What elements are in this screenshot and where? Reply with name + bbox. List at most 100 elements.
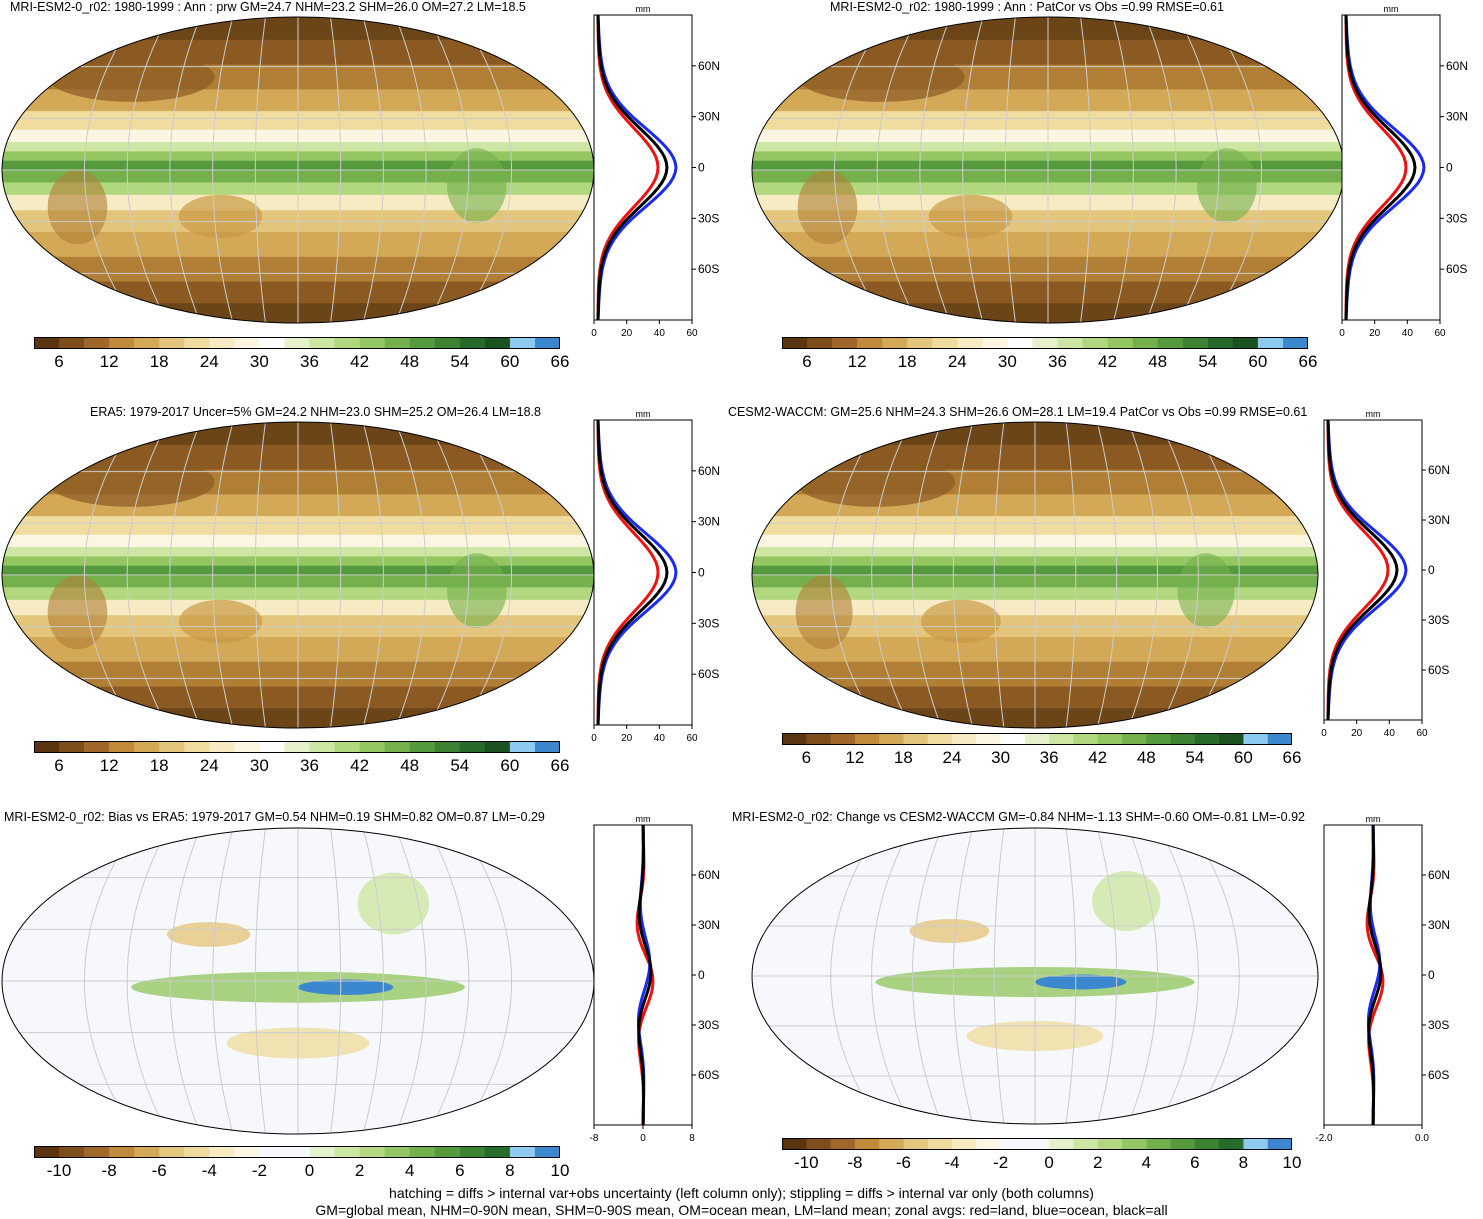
graticule-line	[84, 828, 137, 1134]
graticule-line	[911, 828, 943, 1124]
colorbar-swatch	[903, 1138, 929, 1150]
zonal-lat-label: 30N	[698, 918, 720, 932]
colorbar-tick-label: 30	[997, 352, 1017, 371]
zonal-x-label: 0	[640, 1133, 646, 1144]
colorbar-swatch	[159, 337, 185, 349]
zonal-unit-label: mm	[1366, 814, 1381, 824]
graticule-line	[212, 422, 234, 728]
graticule-line	[459, 17, 512, 323]
world-map	[1, 421, 595, 729]
colorbar-swatch	[1219, 733, 1244, 745]
land-region	[921, 599, 1001, 644]
graticule-line	[212, 828, 234, 1134]
graticule-line	[1065, 422, 1077, 728]
graticule-line	[1096, 422, 1118, 728]
zonal-x-label: 40	[654, 733, 666, 744]
colorbar-swatch	[34, 741, 60, 753]
graticule-line	[426, 17, 470, 323]
colorbar-swatch	[1082, 337, 1109, 349]
graticule-line	[1209, 17, 1262, 323]
colorbar-swatch	[932, 337, 958, 349]
land-region	[1177, 553, 1235, 628]
zonal-x-label: 8	[689, 1133, 695, 1144]
zonal-series-line	[1344, 14, 1417, 321]
colorbar-tick-label: 6	[54, 352, 64, 371]
zonal-lat-label: 30S	[698, 616, 719, 630]
colorbar-swatch	[309, 337, 336, 349]
land-region	[795, 457, 956, 507]
zonal-x-label: 40	[1402, 328, 1414, 339]
graticule-line	[912, 422, 943, 728]
colorbar-tick-label: 0	[1044, 1153, 1054, 1172]
zonal-lat-label: 60N	[698, 868, 720, 882]
graticule-line	[993, 828, 1005, 1124]
colorbar-swatch	[434, 1146, 461, 1158]
colorbar-tick-label: 66	[550, 756, 570, 775]
colorbar-swatch	[509, 1146, 536, 1158]
colorbar-swatch	[409, 337, 436, 349]
land-region	[47, 52, 215, 102]
zonal-lat-label: 30S	[698, 211, 719, 225]
colorbar-swatch	[1024, 733, 1050, 745]
panel-title: ERA5: 1979-2017 Uncer=5% GM=24.2 NHM=23.…	[90, 405, 541, 419]
graticule-line	[834, 17, 887, 323]
colorbar-tick-label: 30	[249, 352, 269, 371]
colorbar-swatch	[34, 337, 60, 349]
graticule-line	[394, 828, 427, 1134]
colorbar-frame	[34, 337, 560, 349]
colorbar-swatch	[359, 337, 386, 349]
zonal-x-label: 40	[654, 328, 666, 339]
zonal-mean-plot: mm 60N 30N 0 30S 60S 0 20 40 60	[1321, 409, 1450, 739]
colorbar-swatch	[1232, 337, 1259, 349]
colorbar-tick-label: 66	[1298, 352, 1318, 371]
world-map	[1, 827, 595, 1135]
zonal-lat-label: 0	[1446, 161, 1453, 175]
colorbar-tick-label: 18	[149, 756, 169, 775]
colorbar-swatch	[1194, 733, 1220, 745]
colorbar-swatch	[806, 1138, 832, 1150]
colorbar-swatch	[1122, 733, 1147, 745]
graticule-line	[394, 17, 427, 323]
zonal-x-label: 60	[1416, 728, 1428, 739]
zonal-lat-label: 30S	[1428, 613, 1449, 627]
zonal-lat-label: 60N	[1428, 463, 1450, 477]
zonal-lat-label: 30S	[1446, 211, 1467, 225]
colorbar-swatch	[59, 337, 85, 349]
graticule-line	[254, 422, 267, 728]
colorbar-swatch	[384, 741, 411, 753]
colorbar-swatch	[976, 1138, 1002, 1150]
zonal-lat-label: 60S	[698, 1068, 719, 1082]
land-region	[47, 170, 108, 245]
land-region	[795, 575, 853, 650]
zonal-plot-frame	[593, 14, 693, 321]
colorbar-swatch	[534, 337, 560, 349]
colorbar-swatch	[484, 741, 511, 753]
zonal-lat-label: 60S	[1446, 262, 1467, 276]
world-map	[751, 421, 1319, 729]
graticule-line	[459, 422, 512, 728]
graticule-line	[830, 828, 882, 1124]
zonal-lat-label: 0	[698, 968, 705, 982]
land-region	[928, 194, 1013, 239]
colorbar-ticks: -10 -8 -6 -4 -2 0 2 4 6 8 10	[34, 1161, 570, 1181]
colorbar-swatch	[782, 733, 807, 745]
zonal-mean-plot: mm 60N 30N 0 30S 60S -2.0 0.0	[1315, 814, 1450, 1144]
colorbar-swatch	[1157, 337, 1184, 349]
colorbar-swatch	[234, 1146, 260, 1158]
colorbar-swatch	[1219, 1138, 1244, 1150]
zonal-lat-label: 30N	[1428, 918, 1450, 932]
colorbar-swatch	[109, 337, 135, 349]
zonal-lat-label: 0	[1428, 563, 1435, 577]
colorbar-swatch	[1007, 337, 1033, 349]
colorbar-swatch	[1182, 337, 1209, 349]
colorbar-tick-label: -8	[101, 1161, 117, 1180]
colorbar-tick-label: 6	[54, 756, 64, 775]
anomaly-region	[909, 919, 990, 943]
panel-title: CESM2-WACCM: GM=25.6 NHM=24.3 SHM=26.6 O…	[728, 405, 1308, 419]
colorbar-tick-label: 4	[404, 1161, 415, 1180]
colorbar-swatch	[927, 1138, 953, 1150]
colorbar-swatch	[509, 337, 536, 349]
graticule-line	[1112, 17, 1134, 323]
colorbar-tick-label: -4	[944, 1153, 960, 1172]
colorbar-swatch	[134, 337, 160, 349]
